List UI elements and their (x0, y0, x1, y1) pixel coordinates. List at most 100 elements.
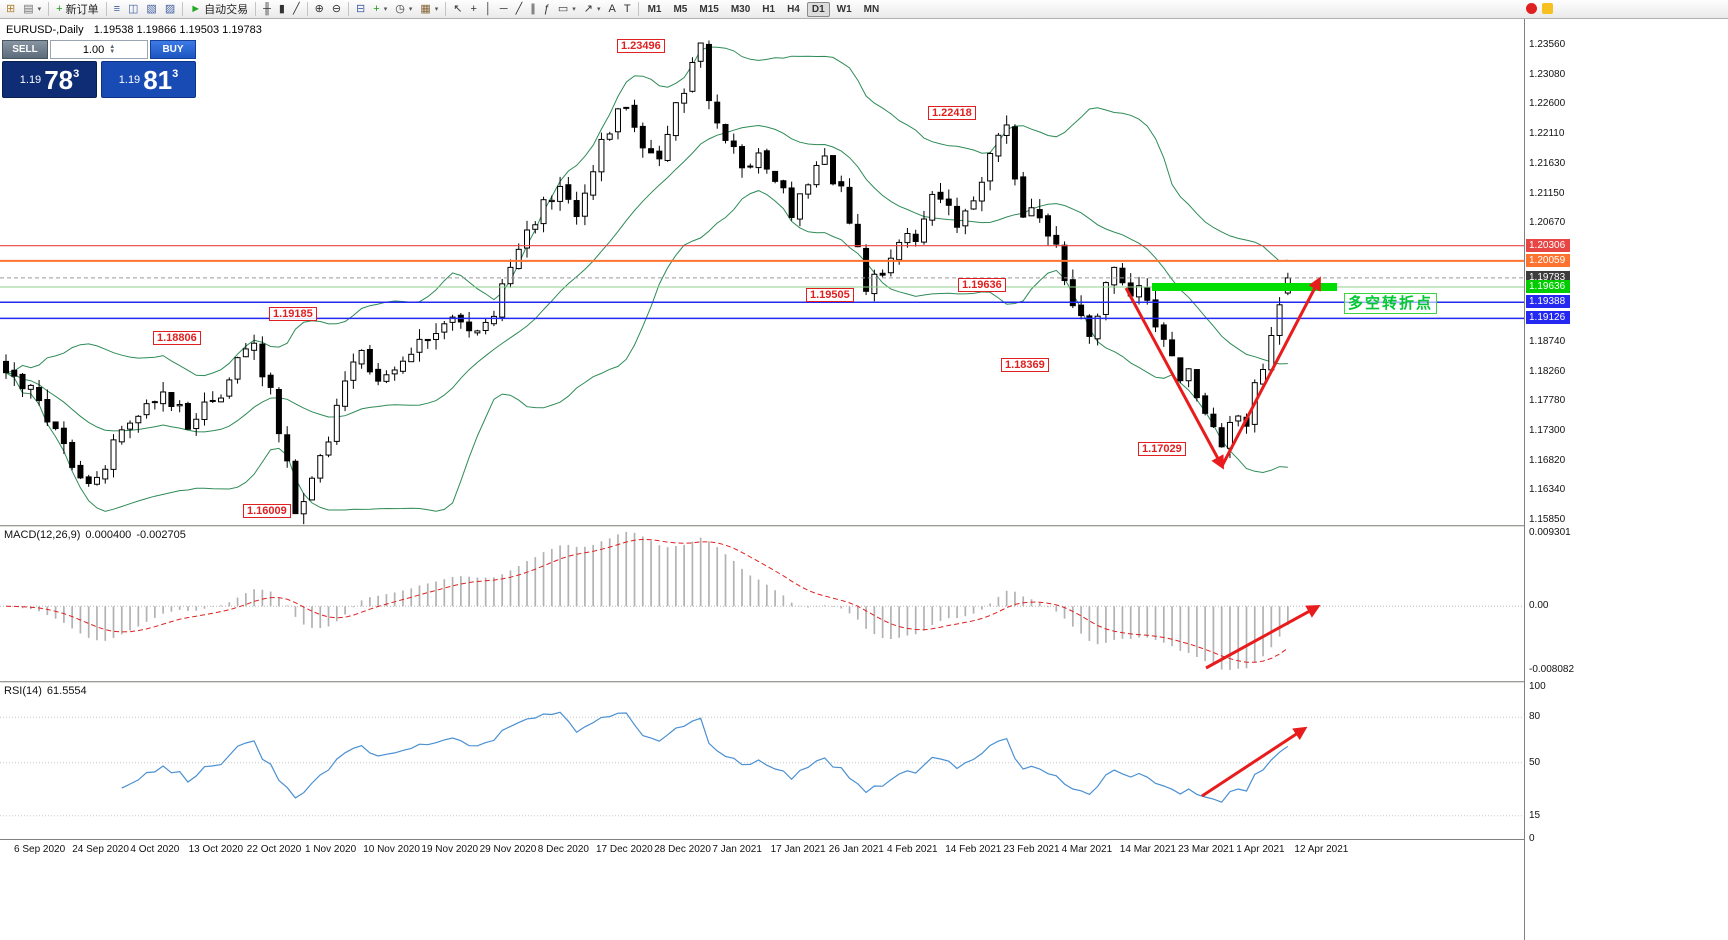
buy-button[interactable]: BUY (150, 40, 196, 59)
market-watch-icon[interactable]: ≡ (110, 1, 124, 18)
shapes-dropdown-icon[interactable]: ▾ (572, 6, 576, 13)
price-annotation[interactable]: 1.19636 (958, 278, 1006, 292)
date-axis[interactable]: 6 Sep 2020 24 Sep 2020 4 Oct 2020 13 Oct 20… (0, 839, 1524, 860)
trendline-icon[interactable]: ╱ (512, 1, 527, 18)
one-click-prices: 1.19 78 3 1.19 81 3 (2, 61, 196, 98)
profiles-dropdown-icon[interactable]: ▾ (37, 6, 42, 13)
arrows-icon[interactable]: ↗ ▾ (580, 1, 605, 18)
templates-icon[interactable]: ▦ ▾ (416, 1, 442, 18)
periods-dropdown-icon[interactable]: ▾ (408, 6, 413, 13)
profiles-icon[interactable]: ▤ ▾ (19, 1, 45, 18)
auto-trading-button-label: 自动交易 (204, 4, 249, 16)
price-tick: 1.17780 (1529, 395, 1566, 407)
templates-icon: ▦ (420, 2, 431, 15)
data-window-icon[interactable]: ◫ (124, 1, 142, 18)
fibonacci-icon[interactable]: ƒ (540, 1, 554, 18)
crosshair-icon[interactable]: + (466, 1, 480, 18)
pane-separator[interactable] (0, 681, 1524, 684)
periods-icon[interactable]: ◷ ▾ (391, 1, 416, 18)
profiles-icon: ▤ (23, 2, 34, 15)
navigator-icon[interactable]: ▧ (142, 1, 160, 18)
rsi-axis-tick: 100 (1529, 681, 1546, 692)
date-tick: 4 Mar 2021 (1061, 844, 1113, 855)
turning-point-label[interactable]: 多空转折点 (1344, 293, 1438, 314)
price-annotation[interactable]: 1.22418 (928, 106, 976, 120)
label-icon[interactable]: T (620, 1, 635, 18)
price-annotation[interactable]: 1.17029 (1138, 442, 1186, 456)
tile-windows-icon[interactable]: ⊟ (352, 1, 369, 18)
toolbar-separator (182, 2, 184, 16)
indicators-icon[interactable]: + ▾ (369, 1, 391, 18)
timeframe-d1[interactable]: D1 (806, 1, 830, 17)
alert-icon[interactable] (1526, 3, 1537, 14)
new-order-icon: + (56, 2, 63, 15)
auto-trading-button[interactable]: ► 自动交易 (186, 1, 252, 18)
timeframe-m1[interactable]: M1 (647, 3, 662, 15)
timeframe-mn[interactable]: MN (863, 3, 880, 15)
timeframe-w1[interactable]: W1 (836, 3, 852, 15)
arrows-dropdown-icon[interactable]: ▾ (596, 6, 601, 13)
timeframe-m5[interactable]: M5 (673, 3, 688, 15)
volume-input[interactable]: 1.00 ▲ ▼ (50, 40, 148, 59)
zoom-out-icon[interactable]: ⊖ (328, 1, 345, 18)
pane-separator[interactable] (0, 525, 1524, 528)
volume-value: 1.00 (82, 43, 105, 56)
sell-price-big: 78 (44, 64, 74, 95)
news-icon[interactable] (1542, 3, 1553, 14)
price-level-label: 1.20059 (1526, 253, 1570, 267)
sell-price-display[interactable]: 1.19 78 3 (2, 61, 97, 98)
new-order-button[interactable]: + 新订单 (52, 1, 102, 18)
indicators-dropdown-icon[interactable]: ▾ (383, 6, 388, 13)
timeframe-m30[interactable]: M30 (730, 3, 751, 15)
price-level-label: 1.19388 (1526, 295, 1570, 309)
date-tick: 10 Nov 2020 (363, 844, 420, 855)
bar-chart-icon[interactable]: ╫ (259, 1, 275, 18)
price-annotation[interactable]: 1.23496 (617, 39, 665, 53)
templates-dropdown-icon[interactable]: ▾ (434, 6, 439, 13)
channel-icon[interactable]: ∥ (526, 1, 540, 18)
cursor-icon[interactable]: ↖ (449, 1, 466, 18)
price-annotation[interactable]: 1.19185 (269, 307, 317, 321)
text-icon[interactable]: A (604, 1, 619, 18)
price-annotation[interactable]: 1.18369 (1001, 358, 1049, 372)
crosshair-icon: + (470, 2, 477, 15)
terminal-icon[interactable]: ▨ (161, 1, 179, 18)
data-window-icon: ◫ (128, 2, 139, 15)
volume-down-icon[interactable]: ▼ (109, 48, 116, 55)
label-icon: T (623, 2, 631, 15)
candlestick-chart[interactable] (0, 0, 1524, 940)
price-tick: 1.18740 (1529, 336, 1566, 348)
price-annotation[interactable]: 1.19505 (806, 288, 854, 302)
bar-chart-icon: ╫ (263, 2, 271, 15)
price-axis[interactable]: 1.23560 1.23080 1.22600 1.22110 1.21630 1.211… (1524, 19, 1728, 940)
price-annotation[interactable]: 1.18806 (153, 331, 201, 345)
zoom-out-icon: ⊖ (331, 2, 342, 15)
price-annotation[interactable]: 1.16009 (243, 504, 291, 518)
volume-up-icon[interactable]: ▲ (109, 43, 116, 50)
timeframe-h1[interactable]: H1 (762, 3, 776, 15)
sell-button[interactable]: SELL (2, 40, 48, 59)
new-order-button-label: 新订单 (65, 4, 99, 16)
timeframe-h4[interactable]: H4 (787, 3, 800, 15)
date-tick: 12 Apr 2021 (1294, 844, 1349, 855)
rsi-label: RSI(14) 61.5554 (4, 685, 92, 697)
date-tick: 1 Nov 2020 (305, 844, 357, 855)
horizontal-line-icon[interactable]: ─ (496, 1, 512, 18)
line-chart-icon[interactable]: ╱ (289, 1, 304, 18)
symbol-period-label: EURUSD-,Daily (6, 24, 84, 36)
chart-symbol-title: EURUSD-,Daily 1.19538 1.19866 1.19503 1.… (6, 24, 262, 36)
timeframe-m15[interactable]: M15 (699, 3, 719, 15)
price-tick: 1.18260 (1529, 365, 1566, 377)
zoom-in-icon[interactable]: ⊕ (311, 1, 328, 18)
price-tick: 1.22110 (1529, 128, 1565, 140)
market-watch-icon: ≡ (113, 2, 120, 15)
price-tick: 1.23560 (1529, 39, 1566, 50)
shapes-icon[interactable]: ▭ ▾ (554, 1, 580, 18)
buy-price-display[interactable]: 1.19 81 3 (101, 61, 196, 98)
date-tick: 23 Feb 2021 (1003, 844, 1060, 855)
candlestick-chart-icon[interactable]: ▮ (275, 1, 289, 18)
new-chart-icon[interactable]: ⊞ (2, 1, 19, 18)
macd-axis-tick: 0.009301 (1529, 527, 1571, 538)
vertical-line-icon[interactable]: │ (481, 1, 496, 18)
price-tick: 1.21630 (1529, 158, 1566, 170)
